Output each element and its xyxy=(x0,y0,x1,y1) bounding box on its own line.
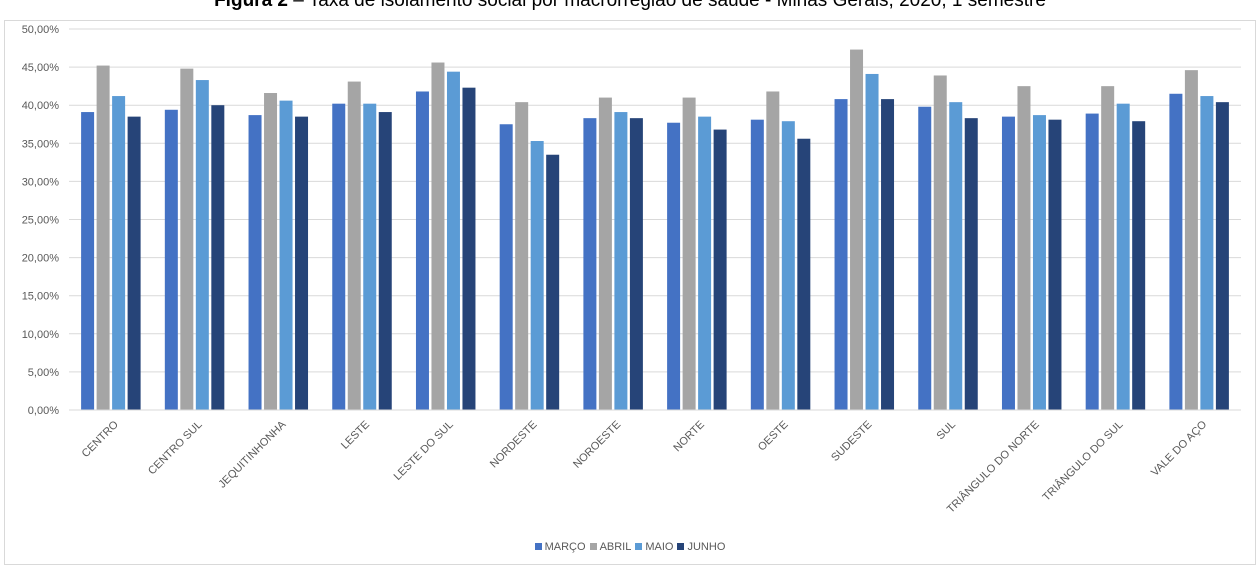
bar-março xyxy=(583,118,597,411)
bar-junho xyxy=(295,116,309,410)
x-tick-label: LESTE DO SUL xyxy=(392,419,456,483)
chart-title: Figura 2 – Taxa de isolamento social por… xyxy=(0,0,1260,12)
legend-label: JUNHO xyxy=(687,541,726,553)
bar-maio xyxy=(279,100,293,411)
bar-junho xyxy=(713,129,727,411)
legend-label: ABRIL xyxy=(599,541,632,553)
bar-março xyxy=(81,112,95,411)
bar-março xyxy=(834,99,848,410)
x-tick-label: SUDESTE xyxy=(829,419,874,464)
legend-item: MARÇO xyxy=(534,541,586,553)
legend-swatch xyxy=(635,543,643,550)
x-tick-label: JEQUITINHONHA xyxy=(216,418,288,490)
x-tick-label: TRIÂNGULO DO SUL xyxy=(1040,418,1126,504)
bar-maio xyxy=(1200,96,1214,410)
bar-junho xyxy=(127,116,141,410)
bar-abril xyxy=(347,81,361,410)
bar-março xyxy=(1169,93,1183,411)
y-tick-label: 15,00% xyxy=(22,291,60,303)
bar-maio xyxy=(781,121,795,411)
legend-swatch xyxy=(589,543,597,550)
x-tick-label: CENTRO SUL xyxy=(146,419,205,478)
legend-item: ABRIL xyxy=(589,541,632,553)
title-text: – Taxa de isolamento social por macrorre… xyxy=(287,0,1046,11)
legend-label: MARÇO xyxy=(544,541,586,553)
y-tick-label: 30,00% xyxy=(22,176,60,188)
y-tick-label: 45,00% xyxy=(22,62,60,74)
bar-maio xyxy=(949,102,963,410)
bar-maio xyxy=(698,116,712,410)
bar-junho xyxy=(546,154,560,410)
bar-março xyxy=(918,106,932,410)
bar-março xyxy=(248,115,262,410)
bar-abril xyxy=(180,68,194,411)
x-tick-label: NORTE xyxy=(671,419,707,455)
y-tick-label: 50,00% xyxy=(22,24,60,36)
bar-junho xyxy=(1048,119,1062,410)
bar-abril xyxy=(96,65,110,411)
bar-junho xyxy=(881,99,895,410)
bar-março xyxy=(499,124,513,410)
y-tick-label: 20,00% xyxy=(22,253,60,265)
legend-swatch xyxy=(534,543,542,550)
bar-maio xyxy=(112,96,126,410)
bar-junho xyxy=(378,112,392,411)
bar-maio xyxy=(530,141,544,410)
bar-maio xyxy=(865,73,879,410)
y-tick-label: 40,00% xyxy=(22,100,60,112)
bar-abril xyxy=(598,97,612,410)
y-tick-label: 0,00% xyxy=(28,405,59,417)
x-tick-label: VALE DO AÇO xyxy=(1149,418,1210,479)
bar-abril xyxy=(766,91,780,410)
bar-março xyxy=(332,103,346,411)
x-tick-label: SUL xyxy=(934,419,958,443)
bar-junho xyxy=(1215,102,1229,410)
bar-março xyxy=(1001,116,1015,410)
bar-maio xyxy=(614,112,628,411)
x-tick-label: TRIÂNGULO DO NORTE xyxy=(944,418,1042,516)
bar-abril xyxy=(850,49,864,410)
bar-junho xyxy=(462,87,476,410)
bar-abril xyxy=(1101,86,1115,411)
bar-maio xyxy=(1116,103,1130,411)
bar-maio xyxy=(446,71,460,410)
bar-abril xyxy=(933,75,947,411)
bar-abril xyxy=(515,102,529,410)
y-tick-label: 25,00% xyxy=(22,215,60,227)
bar-junho xyxy=(629,118,643,411)
bar-junho xyxy=(1132,121,1146,411)
bar-abril xyxy=(1017,86,1031,411)
legend-item: JUNHO xyxy=(677,541,725,553)
bar-abril xyxy=(682,97,696,410)
bar-abril xyxy=(431,62,445,410)
x-tick-label: OESTE xyxy=(756,419,791,454)
x-tick-label: CENTRO xyxy=(80,418,122,460)
chart-frame xyxy=(4,20,1256,565)
chart-legend: MARÇO ABRIL MAIO JUNHO xyxy=(0,541,1260,553)
bar-junho xyxy=(797,138,811,410)
x-tick-label: NOROESTE xyxy=(571,419,623,471)
legend-swatch xyxy=(677,543,685,550)
bar-março xyxy=(415,91,429,410)
x-tick-label: NORDESTE xyxy=(488,419,540,471)
legend-item: MAIO xyxy=(635,541,673,553)
x-tick-label: LESTE xyxy=(339,419,372,452)
y-tick-label: 10,00% xyxy=(22,329,60,341)
y-tick-label: 5,00% xyxy=(28,367,59,379)
legend-label: MAIO xyxy=(645,541,674,553)
bar-junho xyxy=(964,118,978,411)
bar-junho xyxy=(211,105,225,410)
bar-março xyxy=(1085,113,1099,410)
title-prefix: Figura 2 xyxy=(214,0,288,11)
bar-março xyxy=(667,122,681,410)
y-tick-label: 35,00% xyxy=(22,138,60,150)
bar-março xyxy=(164,109,178,410)
bar-maio xyxy=(1032,115,1046,410)
bar-março xyxy=(750,119,764,410)
bar-abril xyxy=(1184,70,1198,410)
bar-maio xyxy=(195,80,209,410)
bar-maio xyxy=(363,103,377,411)
bar-abril xyxy=(264,93,278,411)
